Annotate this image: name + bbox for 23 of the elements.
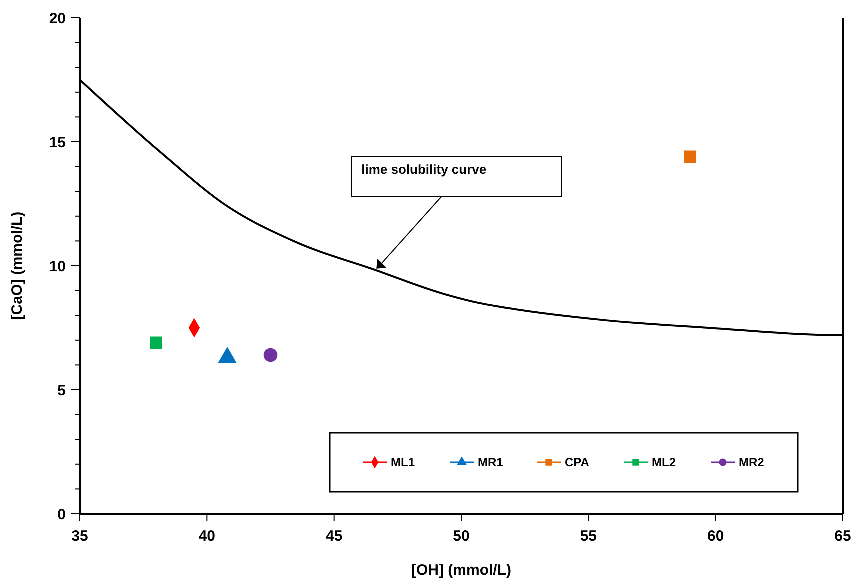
y-tick-label: 0 [58,506,66,524]
legend-label: ML2 [652,456,676,470]
x-tick-label: 40 [198,528,216,545]
y-tick-label: 15 [49,134,66,152]
y-tick-label: 10 [49,258,66,276]
legend-label: MR2 [739,456,765,470]
legend-label: MR1 [478,456,504,470]
x-tick-label: 35 [72,528,88,545]
y-tick-label: 5 [58,382,66,400]
y-tick-label: 20 [49,10,66,28]
point [264,348,278,362]
y-axis-title: [CaO] (mmol/L) [9,212,26,320]
x-axis-title: [OH] (mmol/L) [412,562,512,579]
x-tick-label: 60 [707,528,724,545]
legend-label: ML1 [391,456,416,470]
annotation: lime solubility curve [362,162,487,177]
x-tick-label: 55 [580,528,598,545]
point [150,336,162,350]
x-tick-label: 45 [326,528,343,545]
point [684,150,697,164]
legend-label: CPA [565,456,590,470]
x-tick-label: 65 [834,528,852,545]
x-tick-label: 50 [453,528,470,545]
